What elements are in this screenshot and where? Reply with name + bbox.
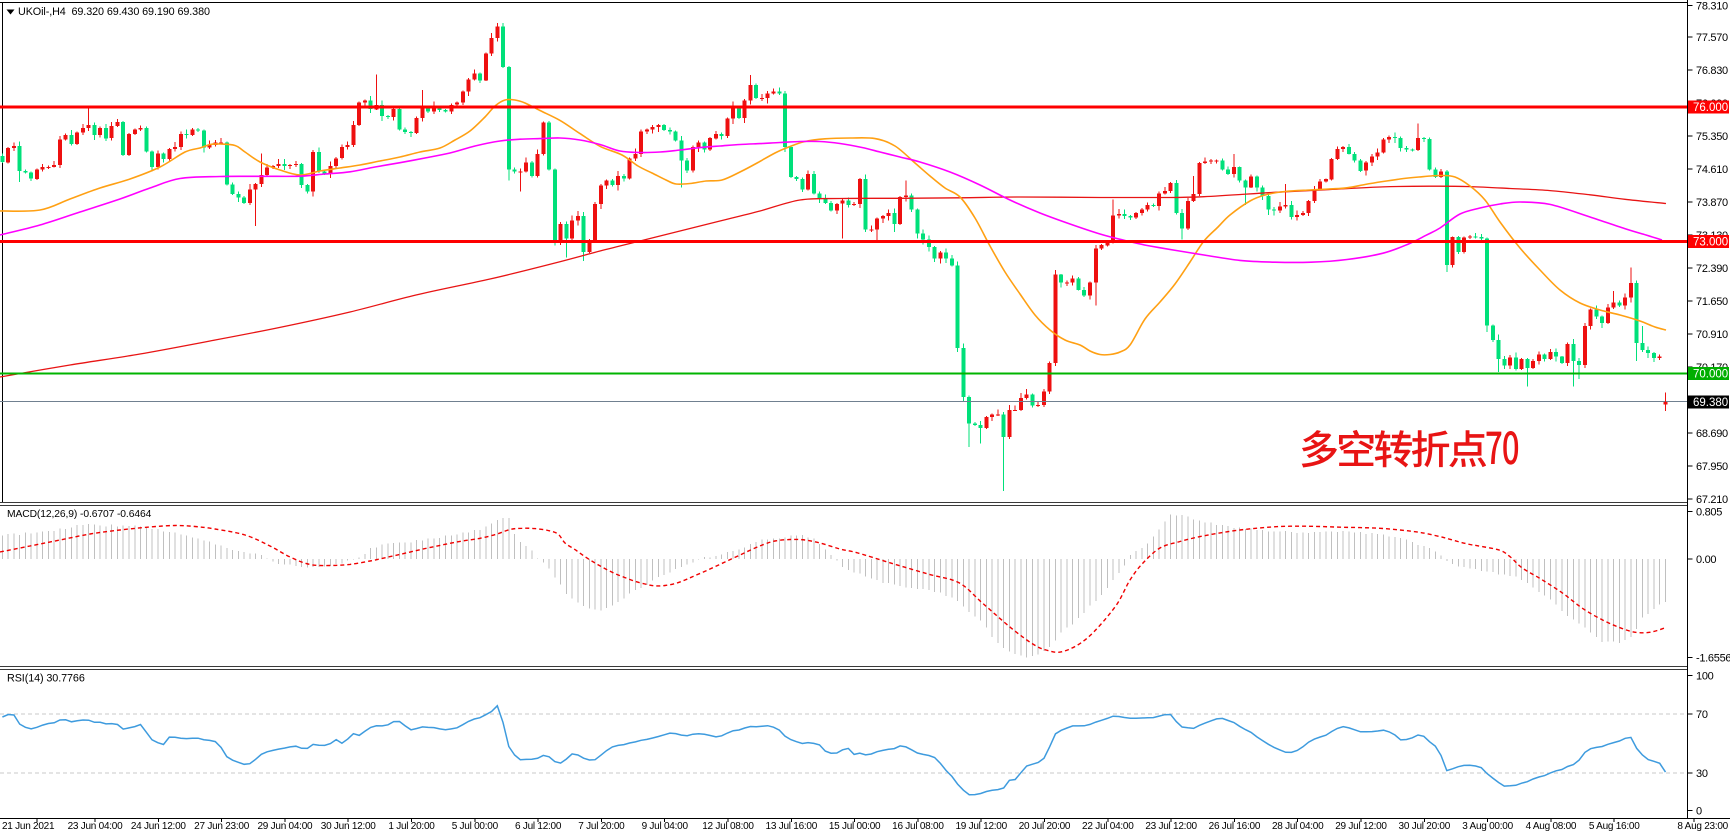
svg-text:76.830: 76.830 [1696,65,1728,77]
svg-text:100: 100 [1696,671,1714,683]
svg-text:30: 30 [1696,768,1708,780]
svg-text:19 Jul 12:00: 19 Jul 12:00 [955,821,1007,832]
svg-text:72.390: 72.390 [1696,263,1728,275]
svg-text:70.000: 70.000 [1693,369,1728,381]
svg-text:27 Jun 23:00: 27 Jun 23:00 [194,821,250,832]
svg-text:16 Jul 08:00: 16 Jul 08:00 [892,821,944,832]
svg-text:67.950: 67.950 [1696,461,1728,473]
svg-text:4 Aug 08:00: 4 Aug 08:00 [1526,821,1577,832]
svg-text:67.210: 67.210 [1696,494,1728,506]
svg-text:30 Jun 12:00: 30 Jun 12:00 [321,821,377,832]
svg-text:0: 0 [1696,806,1702,818]
svg-text:12 Jul 08:00: 12 Jul 08:00 [702,821,754,832]
svg-text:20 Jul 20:00: 20 Jul 20:00 [1019,821,1071,832]
svg-text:70: 70 [1696,709,1708,721]
svg-text:MACD(12,26,9) -0.6707 -0.6464: MACD(12,26,9) -0.6707 -0.6464 [7,509,152,520]
svg-text:13 Jul 16:00: 13 Jul 16:00 [766,821,818,832]
svg-text:1 Jul 20:00: 1 Jul 20:00 [388,821,435,832]
svg-text:-1.6556: -1.6556 [1696,652,1730,664]
svg-text:71.650: 71.650 [1696,296,1728,308]
svg-text:23 Jul 12:00: 23 Jul 12:00 [1145,821,1197,832]
svg-text:RSI(14) 30.7766: RSI(14) 30.7766 [7,673,85,685]
svg-text:0.00: 0.00 [1696,554,1716,566]
svg-text:6 Jul 12:00: 6 Jul 12:00 [515,821,562,832]
svg-text:78.310: 78.310 [1696,1,1728,13]
svg-text:70.910: 70.910 [1696,329,1728,341]
svg-text:15 Jul 00:00: 15 Jul 00:00 [829,821,881,832]
svg-text:73.870: 73.870 [1696,197,1728,209]
svg-text:77.570: 77.570 [1696,32,1728,44]
svg-text:75.350: 75.350 [1696,131,1728,143]
svg-text:76.000: 76.000 [1693,102,1728,114]
svg-text:7 Jul 20:00: 7 Jul 20:00 [578,821,625,832]
svg-text:21 Jun 2021: 21 Jun 2021 [2,821,55,832]
svg-text:73.000: 73.000 [1693,237,1728,249]
svg-text:22 Jul 04:00: 22 Jul 04:00 [1082,821,1134,832]
svg-text:8 Aug 23:00: 8 Aug 23:00 [1677,821,1728,832]
svg-text:UKOil-,H4 69.320 69.430 69.19: UKOil-,H4 69.320 69.430 69.190 69.380 [18,6,210,18]
svg-text:24 Jun 12:00: 24 Jun 12:00 [131,821,187,832]
svg-text:29 Jul 12:00: 29 Jul 12:00 [1335,821,1387,832]
svg-text:3 Aug 00:00: 3 Aug 00:00 [1462,821,1513,832]
svg-text:9 Jul 04:00: 9 Jul 04:00 [642,821,689,832]
svg-text:26 Jul 16:00: 26 Jul 16:00 [1209,821,1261,832]
svg-text:0.805: 0.805 [1696,507,1722,519]
svg-text:29 Jun 04:00: 29 Jun 04:00 [257,821,313,832]
svg-text:5 Jul 00:00: 5 Jul 00:00 [452,821,499,832]
svg-text:68.690: 68.690 [1696,428,1728,440]
svg-text:30 Jul 20:00: 30 Jul 20:00 [1399,821,1451,832]
svg-text:74.610: 74.610 [1696,164,1728,176]
svg-text:23 Jun 04:00: 23 Jun 04:00 [68,821,124,832]
svg-text:5 Aug 16:00: 5 Aug 16:00 [1589,821,1640,832]
svg-text:28 Jul 04:00: 28 Jul 04:00 [1272,821,1324,832]
svg-text:69.380: 69.380 [1693,397,1728,409]
